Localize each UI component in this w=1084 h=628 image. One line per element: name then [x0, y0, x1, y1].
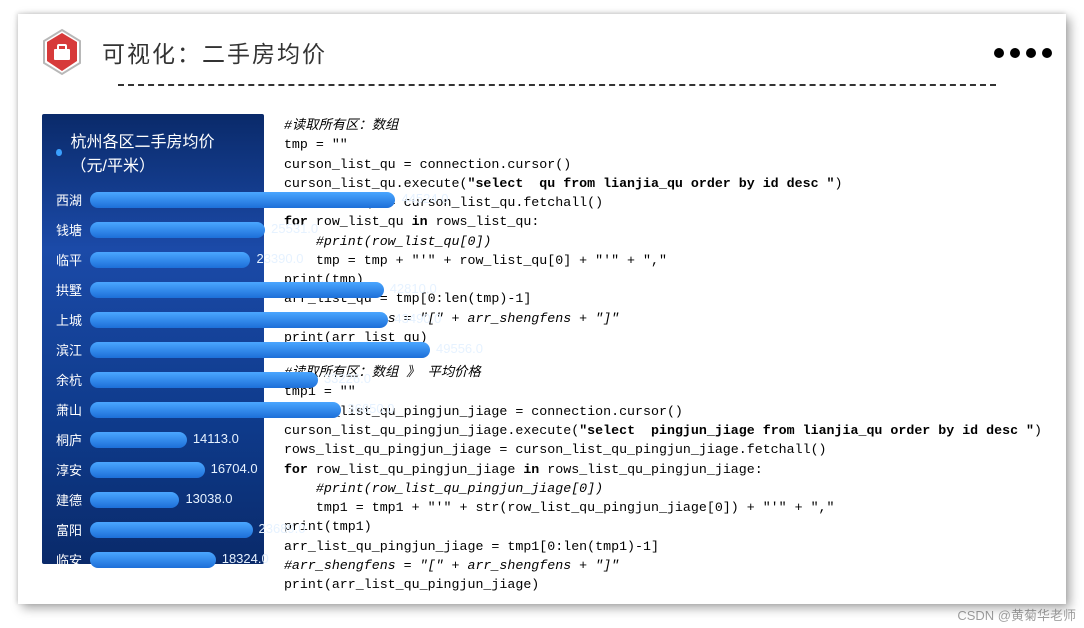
bar-label: 上城: [56, 310, 90, 329]
bar-value: 16704.0: [211, 461, 258, 476]
bar-track: 42810.0: [90, 282, 250, 298]
bar-fill: [90, 282, 384, 298]
bar-track: 36650.0: [90, 402, 250, 418]
bar-label: 拱墅: [56, 280, 90, 299]
bar-fill: [90, 342, 430, 358]
bar-label: 临安: [56, 550, 90, 569]
bar-row: 滨江49556.0: [56, 340, 250, 359]
bar-value: 49556.0: [436, 341, 483, 356]
bar-row: 富阳23689.0: [56, 520, 250, 539]
code-line: curson_list_qu_pingjun_jiage = connectio…: [284, 402, 1042, 421]
content-area: 杭州各区二手房均价（元/平米） 西湖44524.0钱塘25531.0临平2339…: [18, 84, 1066, 620]
bar-label: 钱塘: [56, 220, 90, 239]
bar-value: 23390.0: [256, 251, 303, 266]
chart-title-text: 杭州各区二手房均价（元/平米）: [71, 128, 250, 176]
bar-label: 余杭: [56, 370, 90, 389]
code-comment: #print(row_list_qu_pingjun_jiage[0]): [284, 481, 603, 496]
bar-fill: [90, 432, 187, 448]
bar-fill: [90, 492, 179, 508]
bar-track: 23689.0: [90, 522, 250, 538]
bar-row: 钱塘25531.0: [56, 220, 250, 239]
bar-track: 13038.0: [90, 492, 250, 508]
bar-chart-panel: 杭州各区二手房均价（元/平米） 西湖44524.0钱塘25531.0临平2339…: [42, 114, 264, 564]
bar-row: 建德 13038.0: [56, 490, 250, 509]
code-line: curson_list_qu_pingjun_jiage.execute("se…: [284, 421, 1042, 440]
bar-fill: [90, 462, 205, 478]
code-line: tmp = "": [284, 135, 1042, 154]
chart-title: 杭州各区二手房均价（元/平米）: [56, 128, 250, 176]
bar-track: 23390.0: [90, 252, 250, 268]
bar-track: 14113.0: [90, 432, 250, 448]
bar-row: 淳安16704.0: [56, 460, 250, 479]
bar-fill: [90, 522, 253, 538]
bar-fill: [90, 222, 265, 238]
bar-value: 44524.0: [401, 191, 448, 206]
bar-fill: [90, 192, 395, 208]
bar-row: 拱墅42810.0: [56, 280, 250, 299]
code-line: print(arr_list_qu_pingjun_jiage): [284, 575, 1042, 594]
code-line: tmp = tmp + "'" + row_list_qu[0] + "'" +…: [284, 251, 1042, 270]
bar-track: 16704.0: [90, 462, 250, 478]
code-line: curson_list_qu.execute("select qu from l…: [284, 174, 1042, 193]
bar-fill: [90, 252, 250, 268]
bar-label: 萧山: [56, 400, 90, 419]
bar-value: 33226.0: [324, 371, 371, 386]
code-block-2: #读取所有区：数组 》 平均价格 tmp1 = "" curson_list_q…: [284, 363, 1042, 594]
bar-fill: [90, 312, 388, 328]
bar-label: 临平: [56, 250, 90, 269]
bar-value: 25531.0: [271, 221, 318, 236]
page-title: 可视化：二手房均价: [102, 35, 327, 69]
bar-row: 余杭33226.0: [56, 370, 250, 389]
bar-label: 淳安: [56, 460, 90, 479]
bar-value: 42810.0: [390, 281, 437, 296]
bar-row: 萧山36650.0: [56, 400, 250, 419]
slide-header: 可视化：二手房均价: [18, 14, 1066, 84]
bar-row: 上城43490.0: [56, 310, 250, 329]
bar-label: 建德: [56, 490, 90, 509]
code-comment: #arr_shengfens = "[" + arr_shengfens + "…: [284, 558, 619, 573]
bar-value: 36650.0: [347, 401, 394, 416]
header-dots-icon: [994, 48, 1052, 58]
bar-value: 14113.0: [193, 431, 239, 446]
code-panel: #读取所有区：数组 tmp = "" curson_list_qu = conn…: [284, 114, 1042, 610]
bar-row: 桐庐 14113.0: [56, 430, 250, 449]
bar-value: 23689.0: [259, 521, 306, 536]
bar-track: 43490.0: [90, 312, 250, 328]
code-line: arr_list_qu_pingjun_jiage = tmp1[0:len(t…: [284, 537, 1042, 556]
bar-label: 富阳: [56, 520, 90, 539]
code-comment: #读取所有区：数组: [284, 118, 398, 133]
bar-track: 18324.0: [90, 552, 250, 568]
bars-container: 西湖44524.0钱塘25531.0临平23390.0拱墅42810.0上城43…: [56, 190, 250, 569]
bar-row: 西湖44524.0: [56, 190, 250, 209]
bullet-icon: [56, 149, 62, 156]
bar-track: 25531.0: [90, 222, 250, 238]
bar-track: 33226.0: [90, 372, 250, 388]
code-line: rows_list_qu_pingjun_jiage = curson_list…: [284, 440, 1042, 459]
bar-label: 滨江: [56, 340, 90, 359]
bar-track: 44524.0: [90, 192, 250, 208]
code-line: for row_list_qu in rows_list_qu:: [284, 212, 1042, 231]
bar-value: 18324.0: [222, 551, 269, 566]
bar-label: 桐庐: [56, 430, 90, 449]
bar-row: 临安18324.0: [56, 550, 250, 569]
bar-label: 西湖: [56, 190, 90, 209]
bar-fill: [90, 372, 318, 388]
code-line: tmp1 = tmp1 + "'" + str(row_list_qu_ping…: [284, 498, 1042, 517]
bar-row: 临平23390.0: [56, 250, 250, 269]
briefcase-icon: [38, 28, 86, 76]
slide-frame: 可视化：二手房均价 杭州各区二手房均价（元/平米） 西湖44524.0钱塘255…: [18, 14, 1066, 604]
code-line: rows_list_qu = curson_list_qu.fetchall(): [284, 193, 1042, 212]
header-divider: [118, 84, 996, 86]
bar-fill: [90, 402, 341, 418]
code-line: curson_list_qu = connection.cursor(): [284, 155, 1042, 174]
bar-value: 43490.0: [394, 311, 441, 326]
code-line: tmp1 = "": [284, 382, 1042, 401]
watermark: CSDN @黄菊华老师: [957, 605, 1076, 624]
code-comment: #print(row_list_qu[0]): [284, 234, 491, 249]
bar-fill: [90, 552, 216, 568]
bar-value: 13038.0: [185, 491, 232, 506]
code-line: for row_list_qu_pingjun_jiage in rows_li…: [284, 460, 1042, 479]
code-line: print(tmp1): [284, 517, 1042, 536]
bar-track: 49556.0: [90, 342, 250, 358]
